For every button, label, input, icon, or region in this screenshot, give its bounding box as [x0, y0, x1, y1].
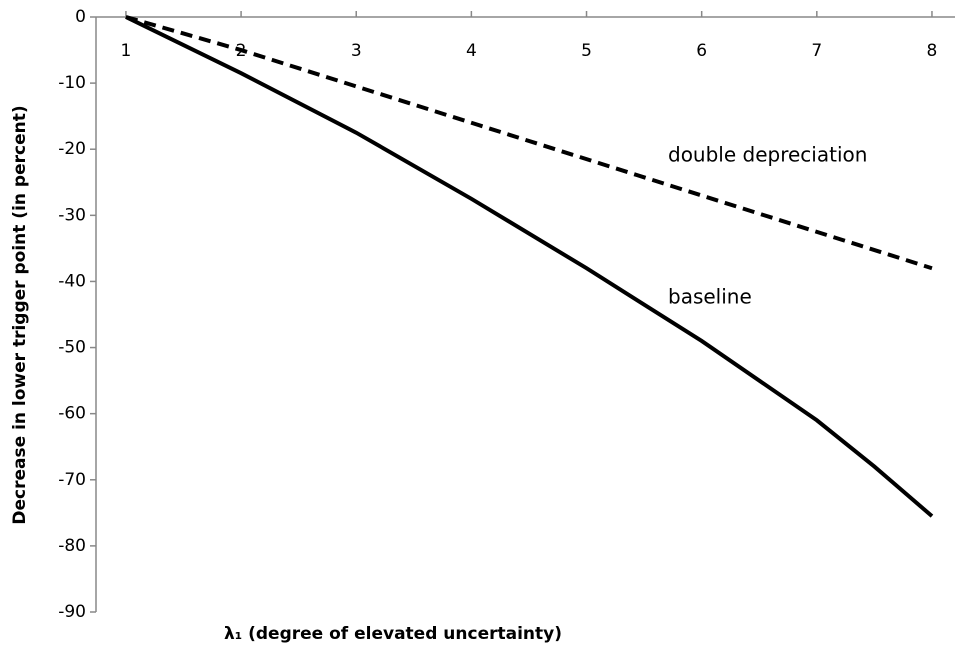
- y-tick-label: -60: [58, 404, 86, 424]
- x-axis-label: λ₁ (degree of elevated uncertainty): [224, 624, 562, 644]
- y-tick-label: -10: [58, 73, 86, 93]
- x-tick-label: 7: [811, 41, 822, 61]
- x-tick-label: 8: [927, 41, 938, 61]
- y-axis-label: Decrease in lower trigger point (in perc…: [10, 105, 30, 524]
- x-tick-label: 4: [466, 41, 477, 61]
- y-tick-label: -80: [58, 536, 86, 556]
- series-line: [125, 15, 933, 271]
- x-tick-label: 1: [121, 41, 132, 61]
- y-tick-label: -20: [58, 139, 86, 159]
- x-tick-label: 3: [351, 41, 362, 61]
- series-annotation: double depreciation: [668, 143, 867, 167]
- series-line: [125, 15, 934, 518]
- y-tick-label: -70: [58, 470, 86, 490]
- y-tick-label: -50: [58, 338, 86, 358]
- x-tick-label: 5: [581, 41, 592, 61]
- x-tick-label: 6: [696, 41, 707, 61]
- y-tick-label: -40: [58, 271, 86, 291]
- series-annotation: baseline: [668, 285, 752, 309]
- y-tick-label: 0: [75, 7, 86, 27]
- y-tick-label: -90: [58, 602, 86, 622]
- y-tick-label: -30: [58, 205, 86, 225]
